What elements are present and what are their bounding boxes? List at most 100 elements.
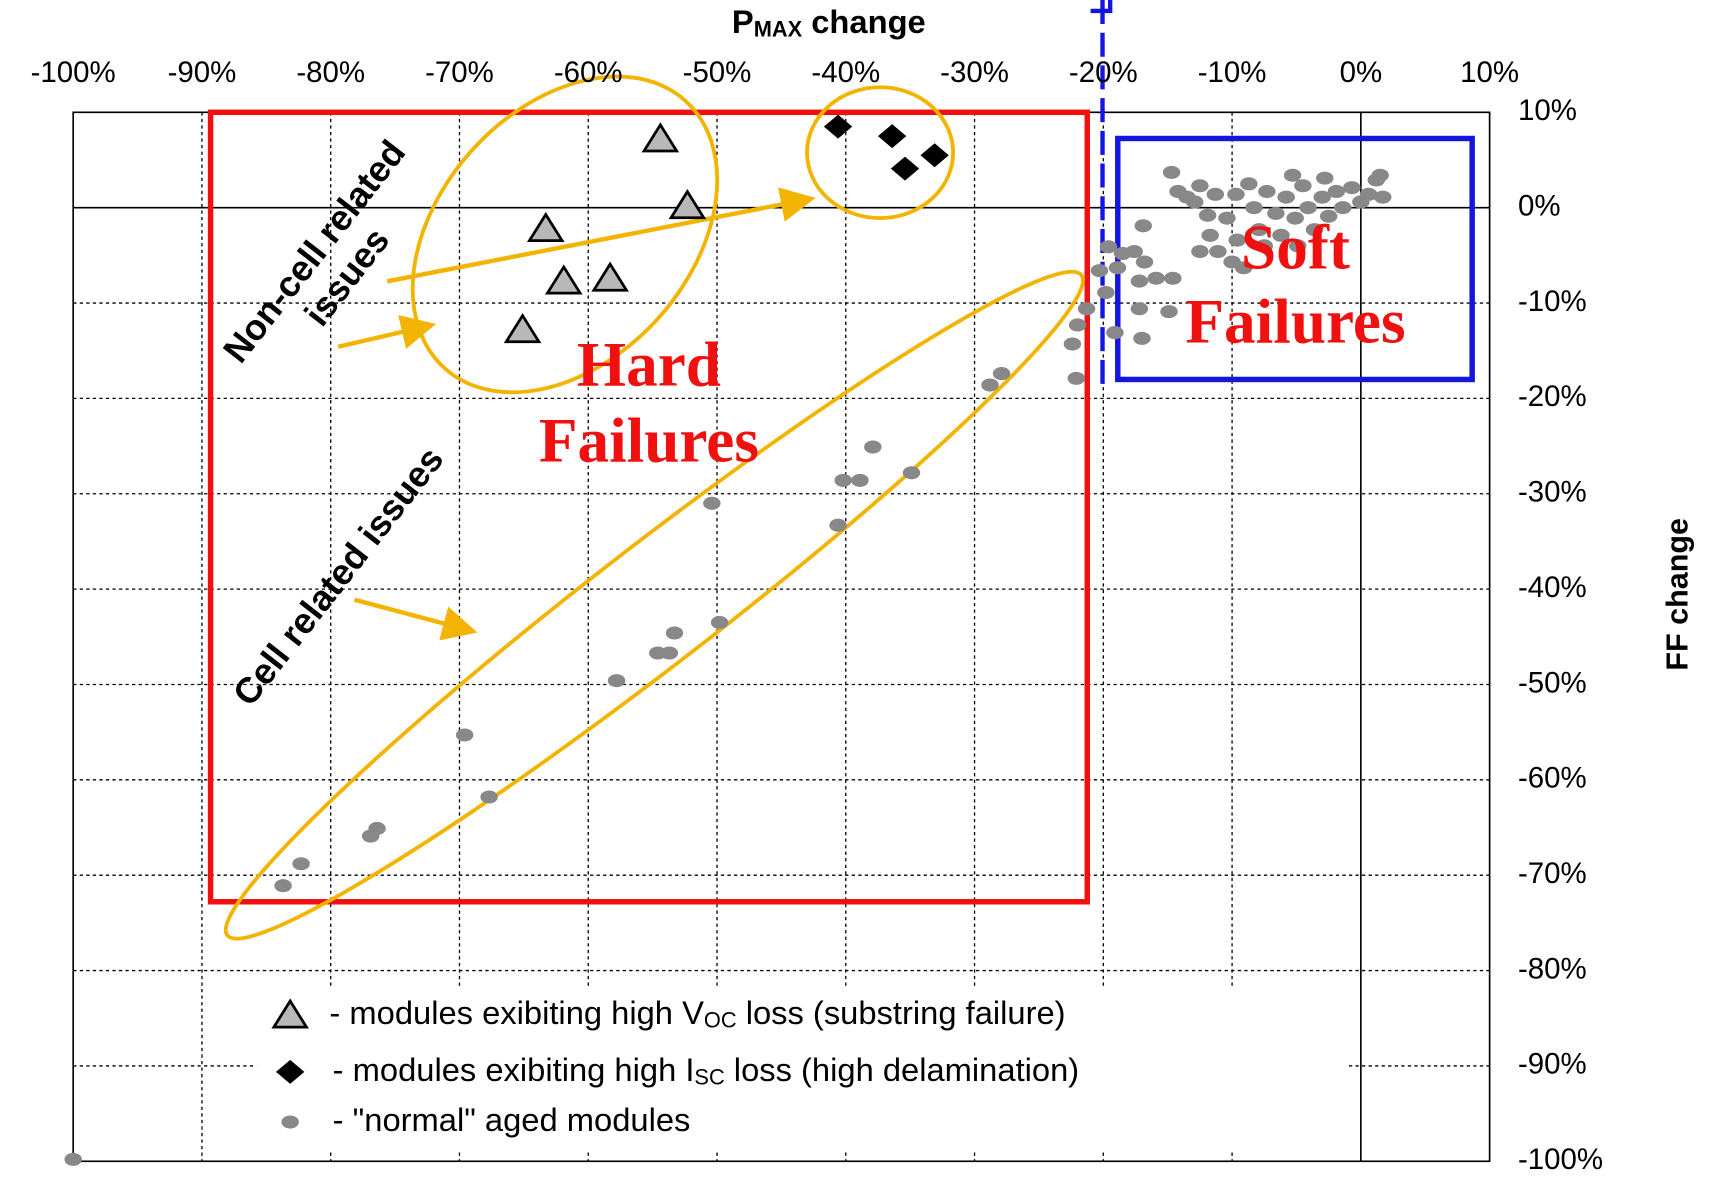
diamond-marker [890, 156, 920, 181]
dot-marker [1371, 168, 1389, 182]
dot-marker [1374, 190, 1392, 204]
legend-label-sub: OC [704, 1007, 737, 1032]
arrow [353, 597, 478, 641]
dot-marker [1134, 219, 1152, 233]
marks [64, 114, 1392, 1166]
dot-marker [1277, 190, 1295, 204]
dot-marker [665, 626, 684, 640]
dot-marker [902, 466, 921, 480]
dot-marker [710, 615, 729, 630]
x-tick-label: -90% [168, 56, 237, 89]
legend-label: - modules exibiting high ISC loss (high … [333, 1051, 1080, 1090]
y-tick-label: -30% [1518, 476, 1587, 509]
dot-marker [1130, 302, 1149, 316]
dot-marker [1090, 264, 1109, 278]
x-tick-label: -70% [425, 56, 494, 89]
dot-marker [1099, 240, 1118, 254]
diamond-marker [920, 143, 949, 168]
x-tick-label: -100% [31, 56, 116, 89]
triangle-marker [668, 189, 707, 220]
legend-box [256, 986, 1347, 1151]
triangle-marker [526, 211, 565, 243]
dot-marker [1228, 233, 1246, 247]
legend-label: - modules exibiting high VOC loss (subst… [329, 994, 1065, 1033]
legend-label-part: - "normal" aged modules [333, 1101, 691, 1138]
triangle-marker [503, 312, 542, 344]
annotation: Soft [1241, 213, 1350, 283]
y-tick-label: -60% [1518, 762, 1587, 795]
dot-marker [1218, 211, 1236, 225]
triangle-marker [591, 261, 629, 292]
x-axis-title-part: change [802, 3, 926, 40]
y-tick-label: 10% [1518, 94, 1577, 127]
dot-marker [703, 496, 721, 510]
dot-marker [1206, 187, 1225, 201]
dot-marker [1250, 223, 1268, 237]
arrow [337, 314, 437, 349]
dot-marker [64, 1152, 82, 1166]
y-tick-label: -50% [1518, 666, 1587, 699]
dot-marker [1067, 371, 1085, 385]
y-tick-label: -80% [1518, 952, 1587, 985]
dot-marker [1283, 168, 1302, 182]
legend-label-part: loss (substring failure) [737, 994, 1066, 1031]
annotation: Failures [539, 406, 759, 476]
arrow [386, 187, 816, 284]
x-tick-label: 10% [1460, 56, 1519, 89]
dot-marker [1245, 201, 1263, 215]
x-tick-label: -40% [811, 56, 880, 89]
y-tick-label: -20% [1518, 380, 1587, 413]
x-tick-label: -10% [1198, 56, 1267, 89]
dot-marker [1108, 261, 1127, 275]
soft-failure-box [1115, 135, 1475, 383]
x-tick-label: -20% [1069, 56, 1138, 89]
dot-marker [1319, 209, 1338, 223]
dot-marker [480, 790, 498, 804]
diamond-marker [877, 124, 907, 149]
legend-label-part: - modules exibiting high V [329, 994, 704, 1031]
dot-marker [1294, 179, 1312, 193]
dot-marker [829, 518, 847, 532]
dot-marker [1198, 208, 1217, 222]
dot-marker [1130, 274, 1149, 288]
boundary-bracket [1090, 0, 1113, 14]
x-tick-label: -80% [296, 56, 365, 89]
dot-marker [1201, 228, 1219, 242]
dot-marker [1068, 318, 1087, 332]
dot-marker [1316, 171, 1334, 185]
dot-marker [1240, 177, 1258, 191]
dot-marker [1343, 181, 1361, 195]
dot-marker [1063, 337, 1082, 351]
legend-label-part: loss (high delamination) [725, 1051, 1079, 1088]
y-tick-label: -90% [1518, 1048, 1587, 1081]
x-tick-label: -60% [554, 56, 623, 89]
y-axis-title: FF change [1660, 518, 1694, 671]
x-axis-title-part: P [732, 3, 754, 40]
dot-marker [1106, 326, 1124, 340]
dot-marker [1097, 286, 1115, 300]
dot-marker [1299, 201, 1317, 215]
dot-marker [1255, 239, 1273, 253]
legend-label-sub: SC [694, 1064, 724, 1089]
dot-marker [607, 674, 626, 688]
dot-marker [1227, 187, 1245, 201]
ellipses [223, 74, 1085, 941]
grid [72, 111, 1491, 1162]
dot-marker [1286, 211, 1304, 225]
dot-marker [274, 879, 292, 893]
y-tick-label: -40% [1518, 571, 1587, 604]
annotation: Hard [577, 329, 721, 399]
triangle-marker [271, 998, 309, 1029]
dot-marker [1113, 246, 1132, 260]
dot-marker [1133, 331, 1151, 345]
x-tick-label: -30% [940, 56, 1009, 89]
dot-marker [1327, 184, 1346, 199]
y-tick-label: -70% [1518, 857, 1587, 890]
dot-marker [1209, 244, 1227, 259]
dot-marker [992, 367, 1011, 381]
dot-marker [1160, 305, 1178, 319]
dot-marker [864, 440, 882, 454]
dot-marker [660, 646, 679, 660]
x-axis-title: PMAX change [732, 3, 926, 42]
